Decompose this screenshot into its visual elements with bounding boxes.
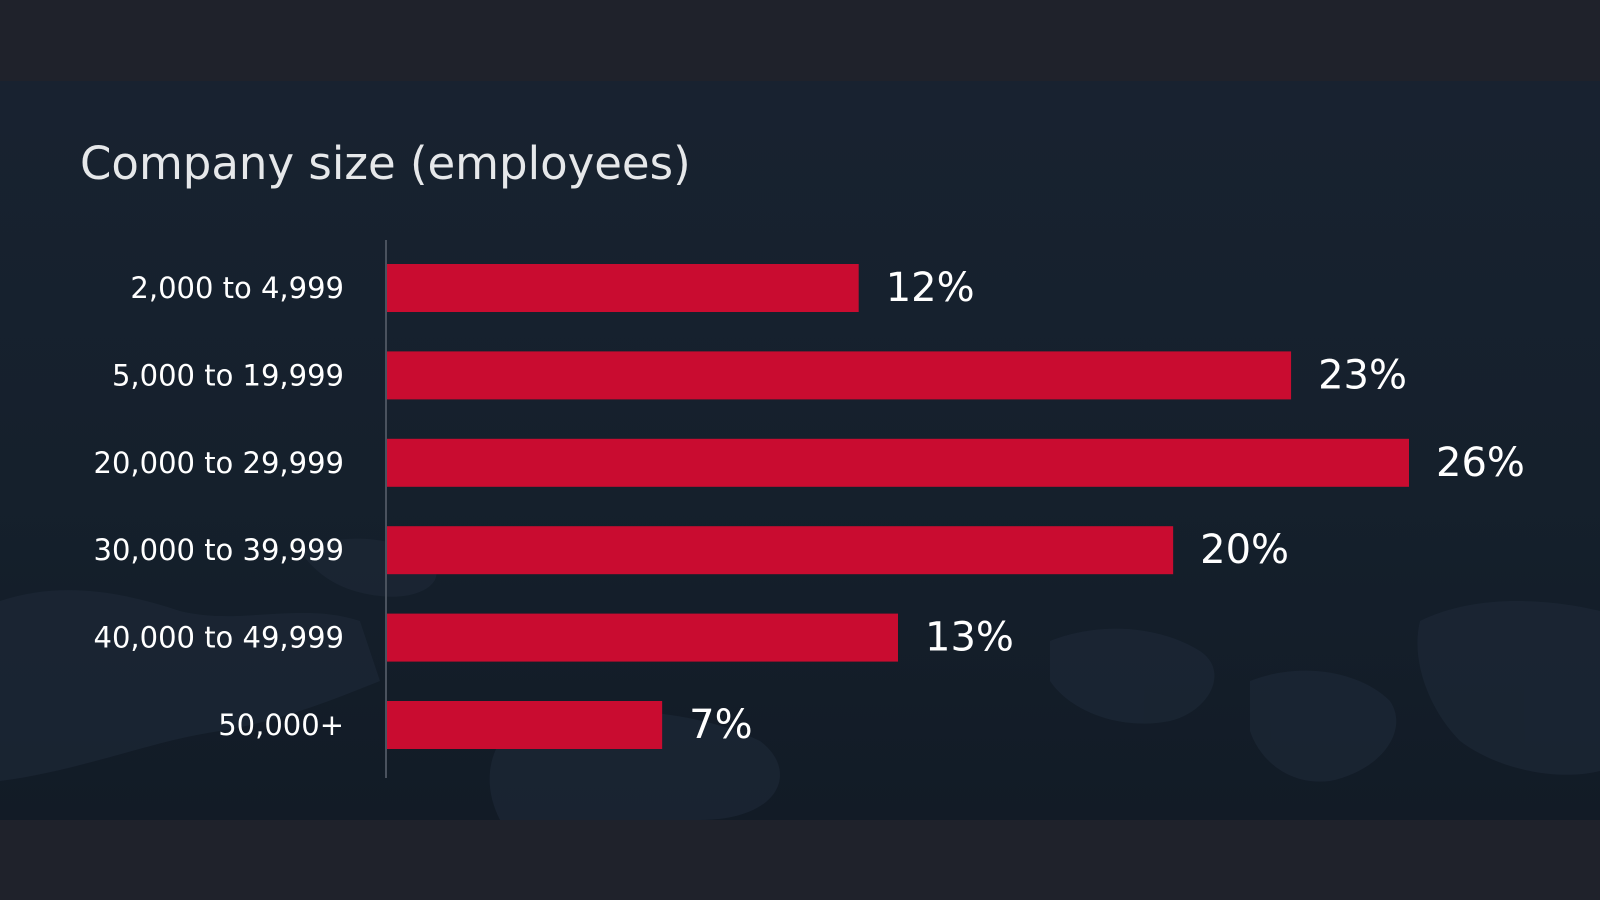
value-label: 7% (689, 702, 752, 748)
category-label: 30,000 to 39,999 (94, 533, 345, 567)
bar (387, 701, 663, 749)
category-label: 2,000 to 4,999 (130, 271, 344, 305)
bar-chart: 2,000 to 4,999 12% 5,000 to 19,999 23% 20,00… (94, 240, 1525, 778)
value-label: 23% (1318, 352, 1407, 398)
value-label: 13% (925, 615, 1014, 661)
value-label: 12% (886, 265, 975, 311)
bar (387, 351, 1292, 400)
bar (387, 613, 898, 662)
bar (387, 526, 1174, 575)
category-label: 50,000+ (218, 708, 344, 742)
value-label: 26% (1436, 440, 1525, 486)
chart-title: Company size (employees) (80, 137, 691, 190)
chart-panel: Company size (employees) 2,000 to 4,999 1… (0, 81, 1600, 820)
value-label: 20% (1200, 527, 1289, 573)
bar (387, 438, 1409, 487)
top-letterbox-band (0, 0, 1600, 81)
bottom-letterbox-band (0, 820, 1600, 900)
category-label: 5,000 to 19,999 (112, 358, 344, 392)
category-label: 40,000 to 49,999 (94, 621, 345, 655)
bar (387, 264, 859, 312)
category-label: 20,000 to 29,999 (94, 446, 345, 480)
